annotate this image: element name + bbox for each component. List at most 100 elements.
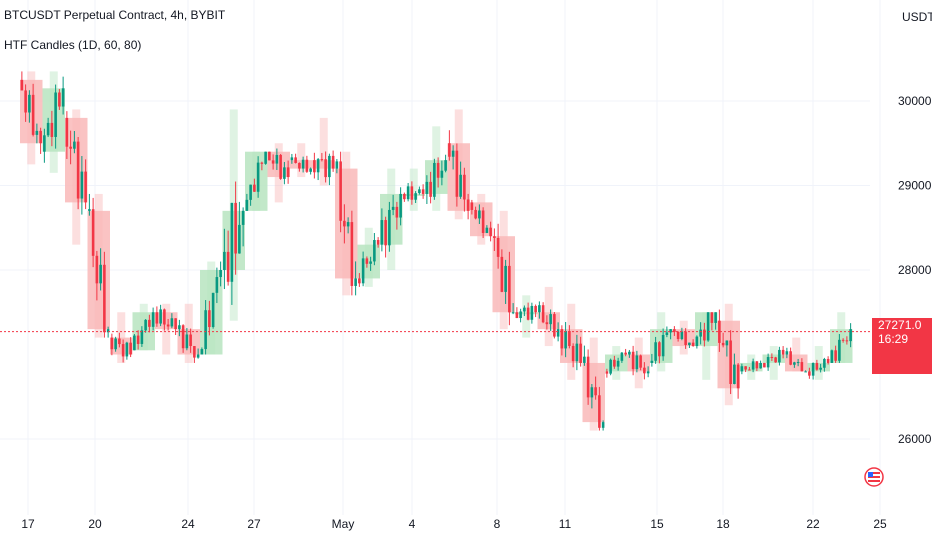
ltf-candle	[500, 256, 504, 292]
htf-candle	[785, 354, 808, 372]
ltf-candle	[275, 154, 279, 164]
ltf-candle	[549, 314, 552, 325]
ltf-candle	[594, 387, 597, 396]
ltf-candle	[80, 171, 84, 199]
ltf-candle	[583, 356, 586, 363]
htf-candle	[605, 354, 628, 372]
ltf-candle	[714, 312, 717, 323]
ltf-candle	[181, 325, 185, 349]
ltf-candle	[590, 387, 594, 398]
htf-candle	[177, 329, 200, 355]
ltf-candle	[766, 357, 770, 368]
htf-candle	[650, 329, 673, 363]
us-flag-icon[interactable]	[864, 460, 884, 494]
htf-candle	[672, 329, 695, 347]
ltf-candle	[320, 159, 324, 161]
ltf-candle	[215, 277, 219, 293]
indicator-label[interactable]: HTF Candles (1D, 60, 80)	[4, 38, 142, 52]
ltf-candle	[729, 340, 732, 384]
htf-candle	[470, 202, 493, 237]
ltf-candle	[834, 350, 837, 361]
htf-candle	[807, 362, 830, 372]
ltf-candle	[763, 362, 766, 368]
ltf-candle	[819, 367, 822, 370]
ltf-candle	[433, 162, 436, 197]
x-tick-label: 25	[873, 517, 887, 531]
ltf-candle	[279, 154, 282, 179]
htf-candle	[695, 312, 718, 347]
ltf-candle	[676, 331, 680, 339]
ltf-candle	[556, 329, 560, 337]
ltf-candle	[121, 344, 125, 357]
ltf-candle	[118, 338, 121, 345]
ltf-candle	[43, 135, 46, 152]
htf-candle	[515, 312, 538, 315]
ltf-candle	[635, 355, 639, 370]
ltf-candle	[515, 312, 519, 319]
ltf-candle	[511, 312, 515, 314]
ltf-candle	[46, 122, 50, 136]
htf-candle	[290, 160, 313, 169]
x-tick-label: 18	[716, 517, 730, 531]
ltf-candle	[28, 94, 31, 113]
ltf-candle	[440, 170, 444, 178]
ltf-candle	[740, 366, 744, 372]
ltf-candle	[830, 350, 834, 363]
y-axis[interactable]: 30000.0 29000.0 28000.0 26000.0	[898, 94, 932, 446]
htf-candle	[582, 362, 605, 423]
currency-label: USDT	[902, 10, 932, 24]
ltf-candle	[189, 334, 192, 347]
htf-wick	[814, 346, 823, 380]
ltf-candle	[646, 371, 650, 374]
ltf-candle	[290, 157, 294, 161]
ltf-candle	[669, 329, 672, 333]
ltf-candle	[838, 339, 841, 361]
ltf-candle	[106, 329, 110, 333]
ltf-candle	[343, 220, 346, 227]
ltf-candle	[388, 209, 391, 246]
ltf-candle	[399, 193, 402, 218]
ltf-candle	[673, 329, 676, 332]
chart-title: BTCUSDT Perpetual Contract, 4h, BYBIT	[4, 8, 226, 22]
ltf-candle	[313, 160, 316, 173]
ltf-candle	[196, 354, 200, 358]
ltf-candle	[200, 349, 204, 355]
ltf-candle	[414, 193, 417, 200]
x-tick-label: 22	[806, 517, 820, 531]
ltf-candle	[751, 361, 755, 370]
ltf-candle	[800, 362, 804, 372]
ltf-candle	[691, 342, 695, 347]
htf-candle	[110, 337, 133, 355]
ltf-candle	[560, 329, 564, 349]
ltf-candle	[133, 335, 136, 351]
ltf-candle	[808, 371, 811, 376]
current-price-value: 27271.0	[878, 318, 922, 332]
x-axis[interactable]: 17 20 24 27 May 4 8 11 15 18 22 25	[21, 517, 887, 531]
ltf-candle	[759, 362, 762, 369]
ltf-candle	[406, 186, 410, 200]
ltf-candle	[331, 155, 335, 169]
ltf-candle	[478, 210, 481, 219]
ltf-candle	[283, 167, 286, 179]
x-tick-label: 8	[494, 517, 501, 531]
ltf-candle	[99, 264, 102, 284]
ltf-candle	[706, 312, 710, 341]
ltf-candle	[616, 360, 620, 367]
ltf-candle	[208, 310, 211, 328]
htf-candle	[87, 210, 110, 330]
ltf-candle	[778, 349, 781, 363]
ltf-candle	[568, 331, 571, 346]
y-tick-label: 29000.0	[898, 179, 932, 193]
ltf-candle	[665, 332, 669, 335]
ltf-candle	[335, 161, 339, 169]
y-tick-label: 30000.0	[898, 94, 932, 108]
ltf-candle	[733, 364, 736, 384]
ltf-candle	[361, 258, 365, 284]
x-tick-label: 27	[247, 517, 261, 531]
ltf-candle	[384, 220, 387, 246]
htf-candle	[762, 354, 785, 363]
ltf-candle	[76, 141, 80, 199]
ltf-candle	[781, 349, 785, 355]
ltf-candle	[688, 342, 691, 346]
